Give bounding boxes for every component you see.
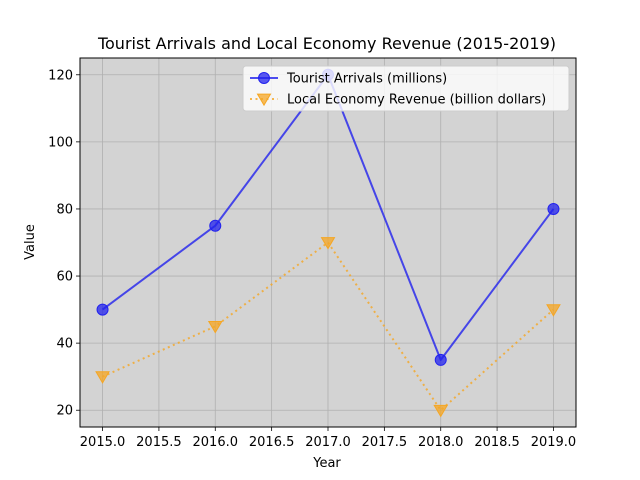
legend-marker xyxy=(256,93,272,107)
data-point-0 xyxy=(434,353,447,366)
x-tick-label: 2017.0 xyxy=(305,435,351,450)
x-tick-label: 2015.5 xyxy=(136,435,182,450)
y-tick-label: 40 xyxy=(56,337,73,352)
x-tick-label: 2016.5 xyxy=(249,435,295,450)
y-tick-label: 60 xyxy=(56,270,73,285)
y-tick-label: 120 xyxy=(48,68,73,83)
data-point-1 xyxy=(320,237,336,250)
ticks: 2015.0 2015.5 2016.0 2016.5 2017.0 2017.5 2018… xyxy=(48,68,576,450)
data-point-0 xyxy=(96,303,109,316)
x-tick-label: 2018.5 xyxy=(474,435,520,450)
x-tick-label: 2016.0 xyxy=(193,435,239,450)
data-point-1 xyxy=(207,320,223,334)
legend-entry: Tourist Arrivals (millions) xyxy=(286,72,447,87)
legend-entry: Local Economy Revenue (billion dollars) xyxy=(287,93,546,108)
data-point-0 xyxy=(547,202,560,215)
data-point-1 xyxy=(546,304,561,317)
y-axis-label: Value xyxy=(23,224,38,260)
y-tick-label: 20 xyxy=(56,404,73,419)
x-tick-label: 2018.0 xyxy=(418,435,464,450)
legend-marker xyxy=(258,72,270,84)
legend: Tourist Arrivals (millions) Local Economy… xyxy=(242,65,570,112)
y-tick-label: 100 xyxy=(48,135,73,150)
data-point-1 xyxy=(433,404,449,418)
x-tick-label: 2017.5 xyxy=(362,435,408,450)
y-tick-label: 80 xyxy=(56,202,73,217)
x-tick-label: 2015.0 xyxy=(80,435,126,450)
chart-title: Tourist Arrivals and Local Economy Reven… xyxy=(97,34,556,53)
x-tick-label: 2019.0 xyxy=(531,435,577,450)
legend-box xyxy=(242,65,570,112)
data-point-0 xyxy=(209,219,222,232)
x-axis-label: Year xyxy=(312,456,341,471)
data-point-1 xyxy=(95,371,110,384)
